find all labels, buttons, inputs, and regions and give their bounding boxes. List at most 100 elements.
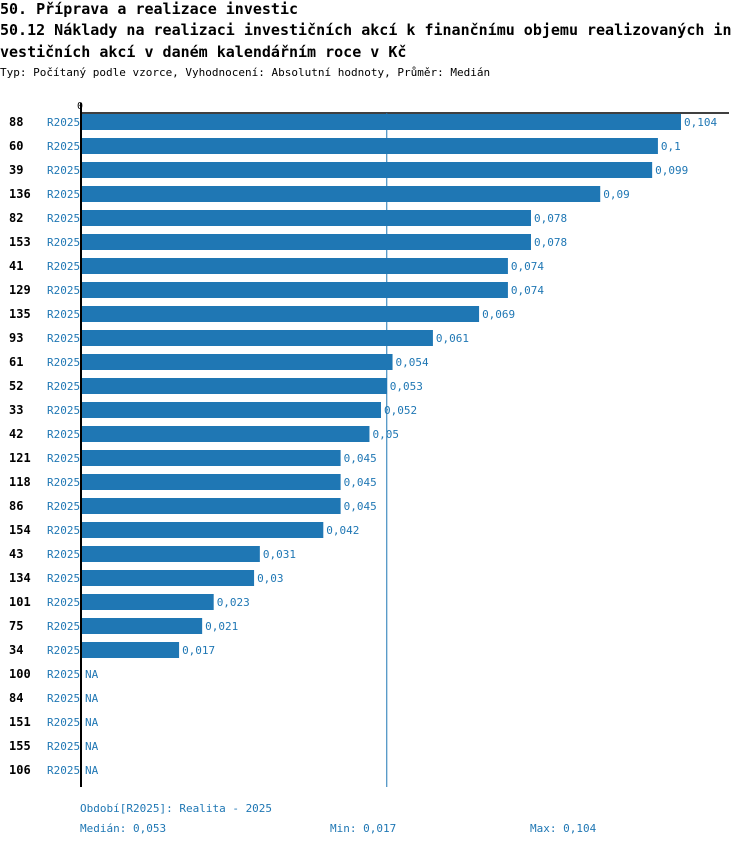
bar [81, 354, 393, 370]
bar-value-label: 0,052 [384, 404, 417, 417]
bar-value-label: 0,045 [344, 452, 377, 465]
bar [81, 498, 341, 514]
bar-value-label: 0,054 [396, 356, 429, 369]
bar [81, 402, 381, 418]
chart-title-line-1: 50.12 Náklady na realizaci investičních … [0, 21, 732, 39]
row-id-label: 153 [9, 235, 31, 249]
bar [81, 618, 203, 634]
row-id-label: 61 [9, 355, 23, 369]
bar-value-label: 0,074 [511, 284, 544, 297]
bar-na-label: NA [85, 740, 99, 753]
chart-title-line-2: vestičních akcí v daném kalendářním roce… [0, 43, 407, 61]
footer-min: Min: 0,017 [330, 822, 397, 835]
row-period-label: R2025 [47, 476, 80, 489]
bar-value-label: 0,099 [655, 164, 688, 177]
row-id-label: 106 [9, 763, 31, 777]
row-id-label: 151 [9, 715, 31, 729]
row-id-label: 41 [9, 259, 23, 273]
row-period-label: R2025 [47, 644, 80, 657]
bar-value-label: 0,045 [344, 476, 377, 489]
row-id-label: 136 [9, 187, 31, 201]
bar-value-label: 0,042 [326, 524, 359, 537]
bar-value-label: 0,078 [534, 236, 567, 249]
row-period-label: R2025 [47, 332, 80, 345]
bar-value-label: 0,069 [482, 308, 515, 321]
bar [81, 642, 180, 658]
bar [81, 426, 370, 442]
bar [81, 450, 341, 466]
bar-value-label: 0,05 [372, 428, 399, 441]
footer-median: Medián: 0,053 [80, 822, 167, 835]
row-period-label: R2025 [47, 596, 80, 609]
row-id-label: 88 [9, 115, 23, 129]
bar-value-label: 0,03 [257, 572, 284, 585]
row-period-label: R2025 [47, 260, 80, 273]
bar-value-label: 0,031 [263, 548, 296, 561]
bar [81, 258, 508, 274]
bar [81, 594, 214, 610]
row-id-label: 42 [9, 427, 23, 441]
bar [81, 306, 480, 322]
row-period-label: R2025 [47, 212, 80, 225]
bar [81, 210, 531, 226]
row-period-label: R2025 [47, 356, 80, 369]
row-id-label: 34 [9, 643, 23, 657]
bar [81, 570, 255, 586]
row-period-label: R2025 [47, 524, 80, 537]
row-period-label: R2025 [47, 284, 80, 297]
bar [81, 234, 531, 250]
bar-value-label: 0,017 [182, 644, 215, 657]
row-period-label: R2025 [47, 404, 80, 417]
row-period-label: R2025 [47, 500, 80, 513]
bar [81, 186, 601, 202]
bar [81, 474, 341, 490]
row-id-label: 52 [9, 379, 23, 393]
bar-value-label: 0,023 [217, 596, 250, 609]
bar [81, 546, 260, 562]
row-period-label: R2025 [47, 572, 80, 585]
bar-value-label: 0,053 [390, 380, 423, 393]
row-period-label: R2025 [47, 668, 80, 681]
row-id-label: 129 [9, 283, 31, 297]
bar [81, 282, 508, 298]
row-period-label: R2025 [47, 716, 80, 729]
row-id-label: 155 [9, 739, 31, 753]
bar [81, 114, 681, 130]
row-id-label: 33 [9, 403, 23, 417]
row-period-label: R2025 [47, 620, 80, 633]
bar-na-label: NA [85, 716, 99, 729]
row-period-label: R2025 [47, 116, 80, 129]
row-id-label: 43 [9, 547, 23, 561]
bar [81, 330, 433, 346]
row-period-label: R2025 [47, 740, 80, 753]
row-id-label: 134 [9, 571, 31, 585]
bar [81, 522, 324, 538]
row-period-label: R2025 [47, 548, 80, 561]
bar-na-label: NA [85, 692, 99, 705]
bar-value-label: 0,061 [436, 332, 469, 345]
bar-chart: 088R20250,10460R20250,139R20250,099136R2… [9, 101, 729, 787]
bar-value-label: 0,09 [603, 188, 630, 201]
row-period-label: R2025 [47, 764, 80, 777]
bar [81, 378, 387, 394]
row-id-label: 100 [9, 667, 31, 681]
row-id-label: 118 [9, 475, 31, 489]
bar-na-label: NA [85, 668, 99, 681]
bar-value-label: 0,078 [534, 212, 567, 225]
bar [81, 162, 653, 178]
row-period-label: R2025 [47, 380, 80, 393]
bar-na-label: NA [85, 764, 99, 777]
bar-value-label: 0,045 [344, 500, 377, 513]
bar-value-label: 0,074 [511, 260, 544, 273]
row-id-label: 82 [9, 211, 23, 225]
footer-max: Max: 0,104 [530, 822, 597, 835]
row-period-label: R2025 [47, 428, 80, 441]
row-id-label: 75 [9, 619, 23, 633]
chart-subtitle: Typ: Počítaný podle vzorce, Vyhodnocení:… [0, 66, 491, 79]
row-period-label: R2025 [47, 452, 80, 465]
page-title: 50. Příprava a realizace investic [0, 0, 299, 18]
bar-value-label: 0,1 [661, 140, 681, 153]
row-id-label: 154 [9, 523, 31, 537]
row-period-label: R2025 [47, 164, 80, 177]
row-period-label: R2025 [47, 236, 80, 249]
